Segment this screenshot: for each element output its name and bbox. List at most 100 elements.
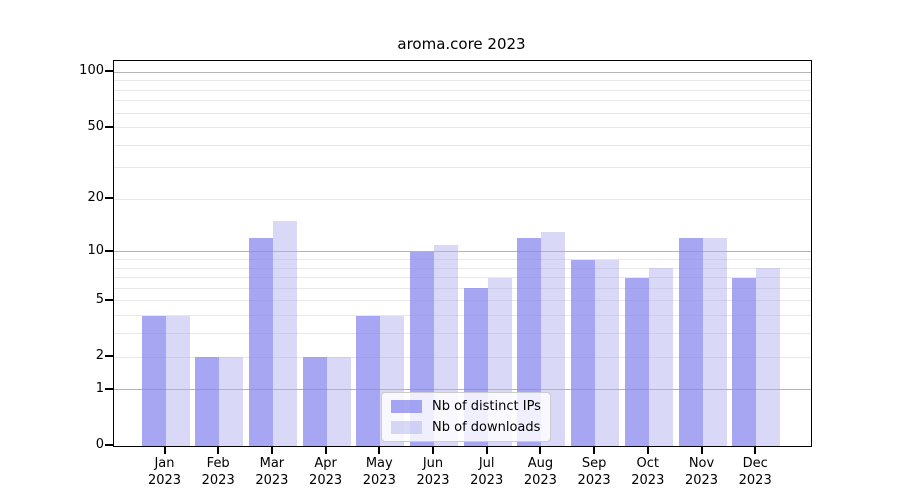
y-tick-mark bbox=[105, 249, 113, 252]
x-tick-label-line: 2023 bbox=[201, 473, 235, 488]
gridline-minor bbox=[114, 300, 811, 302]
y-tick-mark bbox=[105, 387, 113, 390]
x-tick-label: Feb 2023 bbox=[186, 455, 250, 489]
bar-nb-of-downloads bbox=[648, 268, 673, 446]
x-tick-mark bbox=[700, 446, 703, 454]
x-tick-mark bbox=[163, 446, 166, 454]
x-tick-label-line: 2023 bbox=[416, 473, 450, 488]
x-tick-label-line: Sep bbox=[581, 456, 607, 471]
x-tick-label-line: Dec bbox=[742, 456, 768, 471]
x-tick-label-line: May bbox=[365, 456, 393, 471]
bar-nb-of-downloads bbox=[219, 357, 244, 446]
x-tick-label-line: 2023 bbox=[577, 473, 611, 488]
x-tick-label-line: Jul bbox=[478, 456, 495, 471]
bar-nb-of-distinct-ips bbox=[141, 315, 166, 446]
x-tick-label-line: 2023 bbox=[631, 473, 665, 488]
bar-nb-of-distinct-ips bbox=[195, 357, 220, 446]
y-tick-label: 20 bbox=[87, 190, 104, 206]
legend-swatch bbox=[391, 400, 422, 413]
x-tick-mark bbox=[270, 446, 273, 454]
x-tick-mark bbox=[378, 446, 381, 454]
x-tick-label: Aug 2023 bbox=[508, 455, 572, 489]
x-tick-label: May 2023 bbox=[347, 455, 411, 489]
y-tick-label: 100 bbox=[79, 63, 104, 79]
gridline-minor bbox=[114, 127, 811, 129]
legend-entry-label: Nb of distinct IPs bbox=[432, 399, 541, 414]
x-tick-label-line: Jun bbox=[422, 456, 444, 471]
plot-area bbox=[113, 60, 812, 447]
x-tick-label-line: 2023 bbox=[147, 473, 182, 488]
x-tick-mark bbox=[217, 446, 220, 454]
x-tick-label: Jul 2023 bbox=[455, 455, 519, 489]
bar-nb-of-distinct-ips bbox=[356, 315, 381, 446]
x-tick-mark bbox=[593, 446, 596, 454]
x-tick-label-line: 2023 bbox=[255, 473, 289, 488]
bar-nb-of-downloads bbox=[595, 259, 620, 446]
x-tick-mark bbox=[432, 446, 434, 454]
x-tick-mark bbox=[324, 446, 327, 454]
bar-nb-of-downloads bbox=[272, 221, 297, 446]
gridline-minor bbox=[114, 277, 811, 279]
x-tick-label: Nov 2023 bbox=[670, 455, 734, 489]
x-tick-label-line: Feb bbox=[206, 456, 230, 471]
y-tick-label: 10 bbox=[87, 242, 104, 258]
bar-nb-of-downloads bbox=[165, 315, 190, 446]
x-tick-label-line: 2023 bbox=[738, 473, 772, 488]
bar-nb-of-downloads bbox=[326, 357, 351, 446]
x-tick-mark bbox=[539, 446, 542, 454]
gridline-minor bbox=[114, 167, 811, 169]
x-tick-label: Jun 2023 bbox=[401, 455, 465, 489]
x-tick-label: Dec 2023 bbox=[723, 455, 787, 489]
y-tick-mark bbox=[105, 298, 113, 301]
y-tick-mark bbox=[105, 355, 113, 358]
x-tick-label-line: 2023 bbox=[684, 473, 719, 488]
legend-entry: Nb of distinct IPs bbox=[391, 399, 541, 414]
y-tick-label: 50 bbox=[87, 118, 104, 134]
x-tick-label-line: Mar bbox=[259, 456, 285, 471]
x-tick-label-line: Apr bbox=[314, 456, 337, 471]
gridline-minor bbox=[114, 333, 811, 335]
gridline-minor bbox=[114, 259, 811, 260]
x-tick-label-line: Oct bbox=[636, 456, 660, 471]
gridline-minor bbox=[114, 80, 811, 82]
x-tick-mark bbox=[646, 446, 649, 454]
x-tick-label-line: 2023 bbox=[309, 473, 343, 488]
legend-entry-label: Nb of downloads bbox=[432, 420, 541, 435]
x-tick-label-line: 2023 bbox=[470, 473, 504, 488]
gridline-minor bbox=[114, 356, 811, 358]
gridline-minor bbox=[114, 198, 811, 200]
x-tick-label-line: 2023 bbox=[362, 473, 396, 488]
gridline-minor bbox=[114, 112, 811, 114]
x-tick-label: Oct 2023 bbox=[616, 455, 680, 489]
y-tick-mark bbox=[105, 125, 113, 128]
gridline-major bbox=[114, 251, 811, 253]
bar-nb-of-distinct-ips bbox=[732, 277, 757, 446]
y-tick-mark bbox=[105, 197, 113, 200]
gridline-minor bbox=[114, 315, 811, 317]
bar-nb-of-distinct-ips bbox=[624, 277, 649, 446]
x-tick-label-line: 2023 bbox=[523, 473, 557, 488]
y-tick-label: 5 bbox=[95, 291, 104, 307]
x-tick-mark bbox=[485, 446, 488, 454]
y-tick-label: 2 bbox=[95, 348, 104, 364]
gridline-minor bbox=[114, 287, 811, 289]
gridline-major bbox=[114, 71, 811, 73]
x-tick-label: Mar 2023 bbox=[240, 455, 304, 489]
x-tick-mark bbox=[754, 446, 757, 454]
x-tick-label: Jan 2023 bbox=[133, 455, 197, 489]
bar-nb-of-distinct-ips bbox=[678, 238, 703, 446]
bar-nb-of-distinct-ips bbox=[248, 238, 273, 446]
gridline-major bbox=[114, 389, 811, 391]
x-tick-label-line: Jan bbox=[154, 456, 175, 471]
gridline-minor bbox=[114, 267, 811, 269]
y-tick-label: 0 bbox=[95, 437, 104, 452]
x-tick-label: Sep 2023 bbox=[562, 455, 626, 489]
gridline-minor bbox=[114, 144, 811, 146]
gridline-minor bbox=[114, 89, 811, 91]
legend: Nb of distinct IPs Nb of downloads bbox=[381, 392, 551, 442]
y-tick-mark bbox=[105, 70, 113, 73]
y-tick-label: 1 bbox=[95, 380, 104, 396]
bar-nb-of-downloads bbox=[702, 238, 727, 446]
legend-entry: Nb of downloads bbox=[391, 420, 541, 435]
